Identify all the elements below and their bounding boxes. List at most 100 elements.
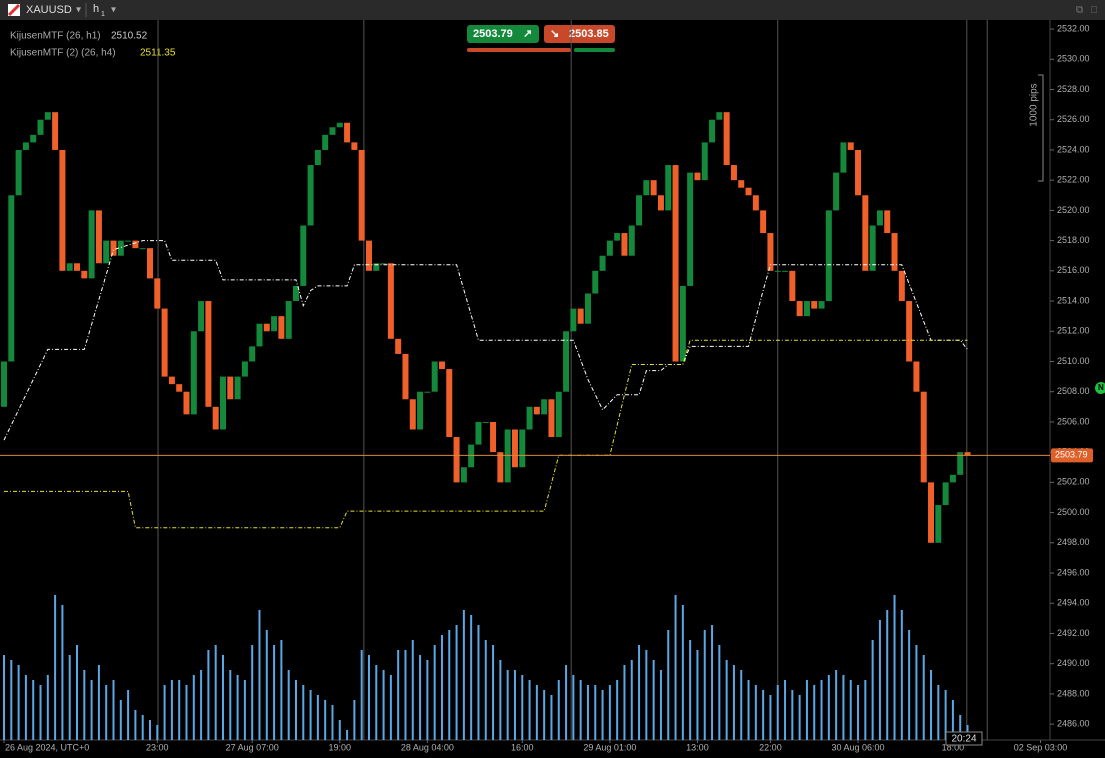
y-tick-label: 2500.00: [1057, 507, 1090, 517]
candle: [949, 474, 956, 483]
candle: [855, 149, 862, 196]
volume-bar: [652, 660, 655, 740]
y-tick-label: 2498.00: [1057, 537, 1090, 547]
candle: [511, 429, 518, 468]
y-tick-label: 2494.00: [1057, 598, 1090, 608]
volume-bar: [922, 655, 925, 740]
volume-bar: [886, 610, 889, 740]
candle: [570, 308, 577, 332]
countdown: 20:24: [951, 734, 976, 745]
bid-arrow[interactable]: ↗: [523, 28, 532, 40]
candle: [818, 301, 825, 309]
candle: [942, 482, 949, 506]
volume-bar: [24, 675, 27, 740]
volume-bar: [236, 675, 239, 740]
volume-bar: [659, 670, 662, 740]
candle: [1, 361, 8, 407]
candle: [278, 316, 285, 339]
price-tag-label: 2503.79: [1055, 450, 1088, 460]
candle: [446, 369, 453, 438]
volume-bar: [813, 685, 816, 740]
candle: [74, 263, 81, 271]
top-bar: [0, 0, 1105, 20]
x-tick-label: 26 Aug 2024, UTC+0: [5, 742, 89, 752]
candle: [526, 406, 533, 430]
candle: [37, 119, 44, 135]
candle: [322, 134, 329, 150]
window-button[interactable]: ⧉: [1076, 5, 1083, 16]
ask-button[interactable]: [544, 25, 615, 43]
volume-bar: [39, 685, 42, 740]
candle: [373, 263, 380, 271]
volume-bar: [725, 660, 728, 740]
volume-bar: [280, 640, 283, 740]
x-tick-label: 29 Aug 01:00: [583, 742, 636, 752]
volume-bar: [375, 665, 378, 740]
timeframe-count[interactable]: 1: [101, 11, 105, 18]
volume-bar: [265, 630, 268, 740]
timeframe-unit[interactable]: h: [93, 3, 99, 15]
volume-bar: [630, 660, 633, 740]
candle: [920, 391, 927, 483]
candle: [555, 391, 562, 438]
candle: [577, 308, 584, 324]
candle: [8, 195, 15, 362]
candle: [884, 210, 891, 234]
candle: [964, 452, 971, 456]
candle: [219, 376, 226, 430]
volume-bar: [944, 690, 947, 740]
volume-bar: [404, 650, 407, 740]
candle: [380, 263, 387, 265]
volume-bar: [97, 665, 100, 740]
candle: [59, 149, 66, 271]
candle: [898, 270, 905, 302]
x-tick-label: 27 Aug 07:00: [226, 742, 279, 752]
candle: [183, 391, 190, 415]
volume-bar: [703, 630, 706, 740]
y-tick-label: 2502.00: [1057, 477, 1090, 487]
volume-bar: [878, 620, 881, 740]
window-button[interactable]: □: [1091, 5, 1097, 16]
volume-bar: [572, 675, 575, 740]
candle: [833, 172, 840, 211]
bid-price[interactable]: 2503.79: [473, 28, 513, 40]
dropdown-arrow[interactable]: ▾: [111, 5, 116, 16]
candle: [803, 301, 810, 317]
bid-button[interactable]: [467, 25, 539, 43]
dropdown-arrow[interactable]: ▾: [76, 5, 81, 16]
candle: [563, 331, 570, 392]
candle: [161, 308, 168, 377]
ask-arrow[interactable]: ↘: [550, 28, 559, 40]
candle: [117, 240, 124, 256]
candle: [88, 210, 95, 279]
candle: [767, 233, 774, 271]
volume-bar: [346, 730, 349, 740]
x-tick-label: 19:00: [329, 742, 352, 752]
candle: [241, 361, 248, 377]
volume-bar: [608, 685, 611, 740]
ask-price[interactable]: 2503.85: [569, 28, 609, 40]
volume-bar: [681, 605, 684, 740]
volume-bar: [791, 690, 794, 740]
pips-label: 1000 pips: [1029, 83, 1040, 126]
volume-bar: [440, 635, 443, 740]
symbol[interactable]: XAUUSD: [26, 4, 72, 16]
volume-bar: [900, 610, 903, 740]
countdown-box: [945, 731, 983, 746]
candle: [147, 248, 153, 279]
indicator-value: 2510.52: [111, 31, 148, 42]
candle: [139, 248, 146, 250]
y-tick-label: 2488.00: [1057, 688, 1090, 698]
volume-bar: [638, 645, 641, 740]
volume-bar: [645, 650, 648, 740]
candle: [329, 127, 336, 135]
volume-bar: [214, 645, 217, 740]
candle: [358, 149, 365, 241]
candle: [796, 301, 803, 317]
volume-bar: [506, 670, 509, 740]
candle: [314, 149, 321, 166]
volume-bar: [696, 650, 699, 740]
x-tick-label: 18:00: [942, 742, 965, 752]
candle: [176, 384, 183, 392]
